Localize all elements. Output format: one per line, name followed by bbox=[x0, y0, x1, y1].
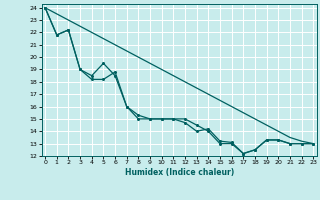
X-axis label: Humidex (Indice chaleur): Humidex (Indice chaleur) bbox=[124, 168, 234, 177]
